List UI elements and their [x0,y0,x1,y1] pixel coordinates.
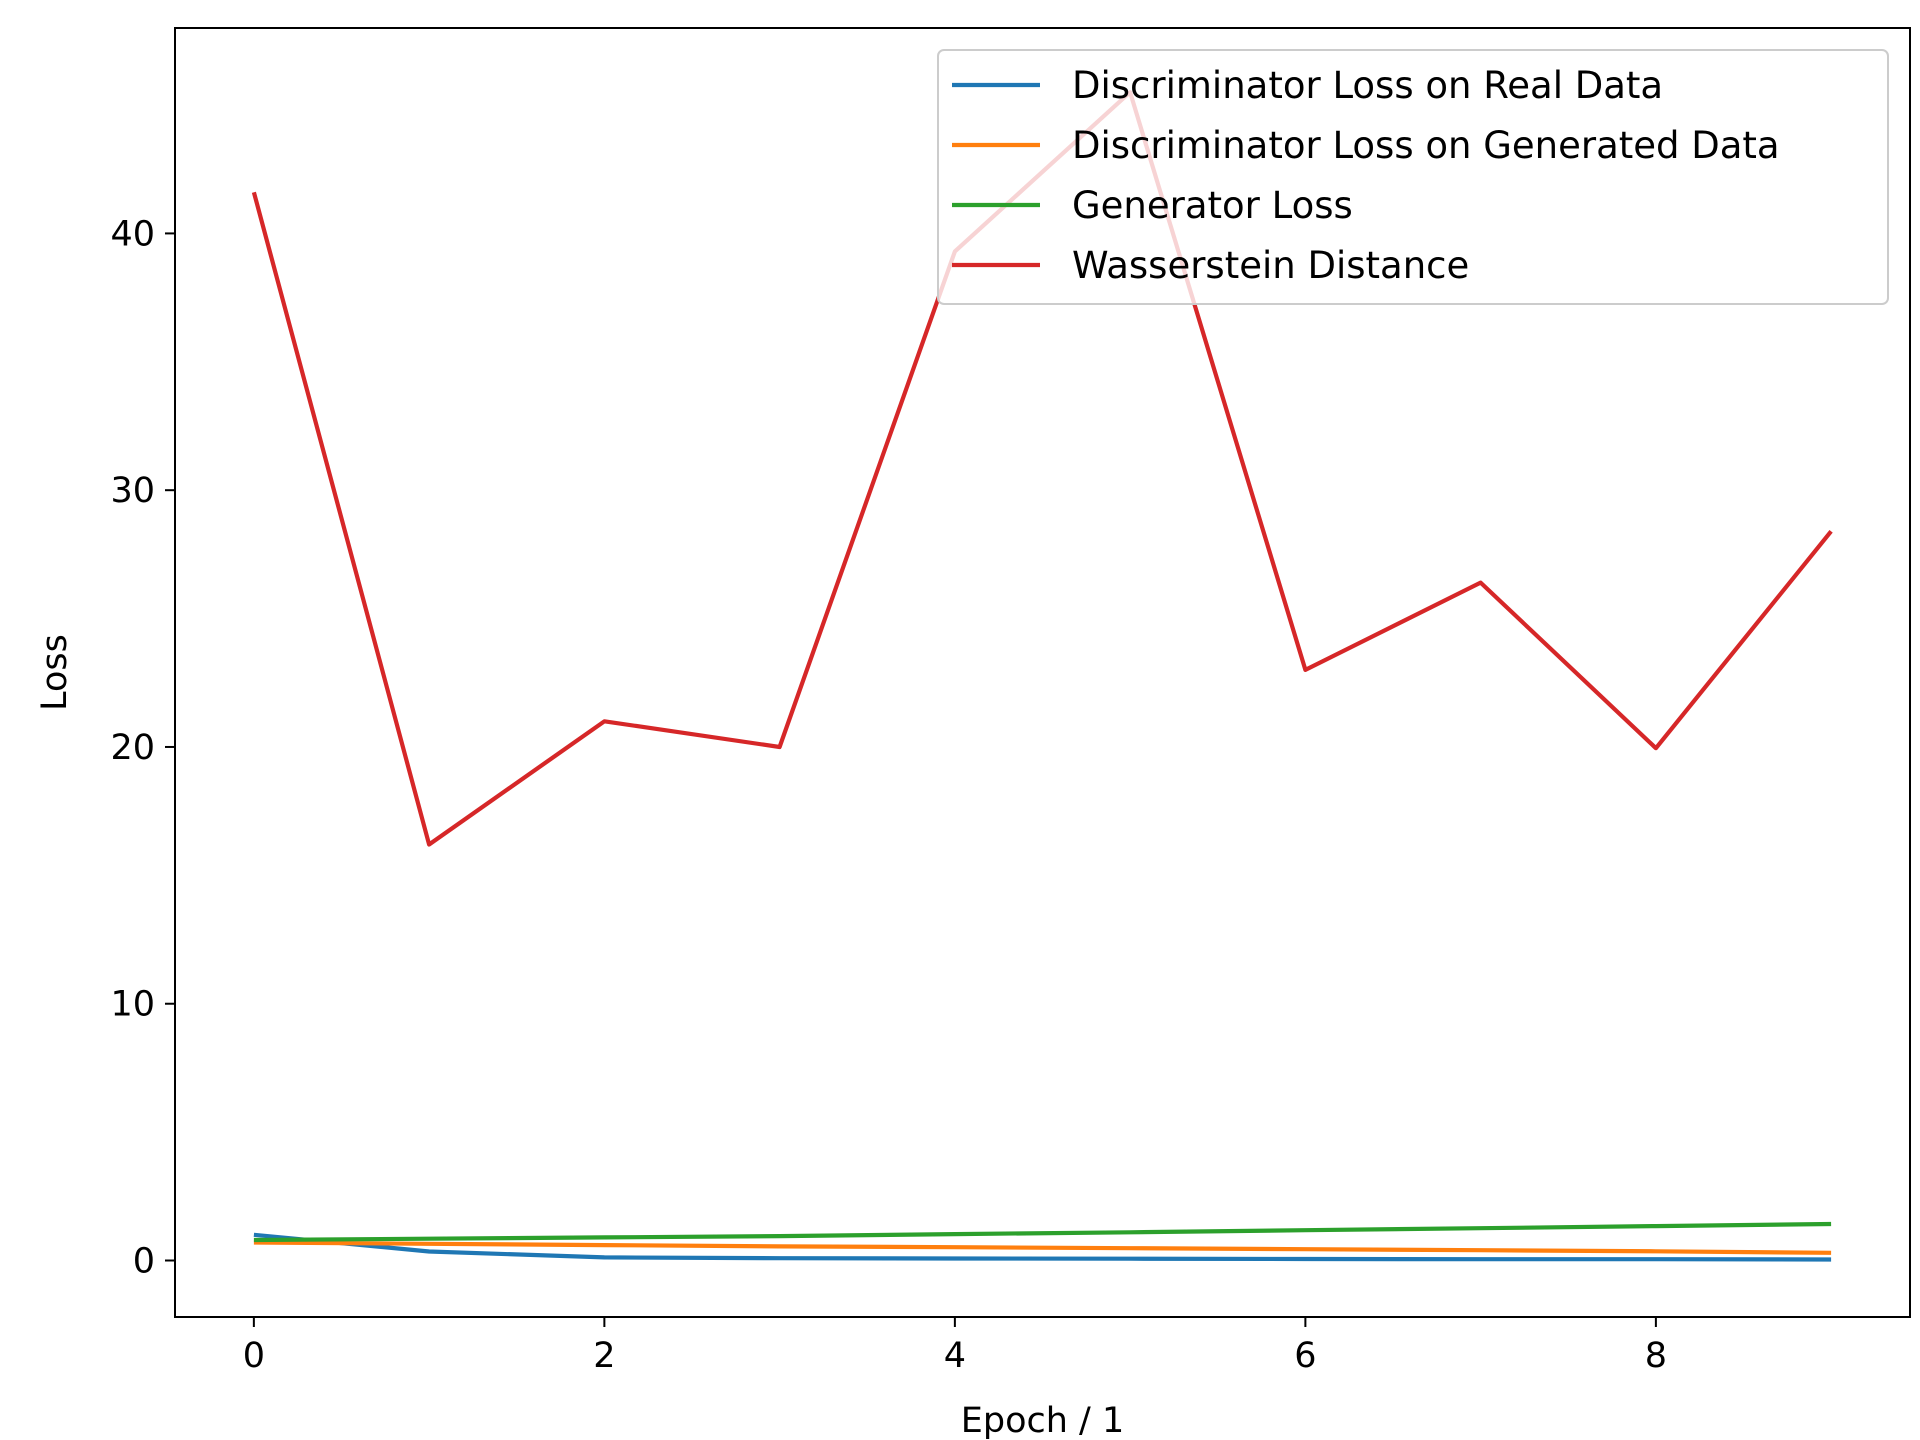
x-tick-label: 8 [1645,1336,1667,1376]
y-tick-label: 40 [110,214,155,254]
legend-box [937,49,1889,305]
legend-label-2: Discriminator Loss on Generated Data [1072,124,1780,167]
legend: Discriminator Loss on Real Data Discrimin… [937,49,1889,305]
x-tick-label: 6 [1294,1336,1316,1376]
legend-label-1: Discriminator Loss on Real Data [1072,64,1663,107]
series-line-1 [253,1232,1832,1262]
series-line-3 [253,1221,1832,1243]
y-tick-label: 10 [110,985,155,1025]
legend-label-4: Wasserstein Distance [1072,244,1469,287]
y-tick-label: 0 [133,1242,155,1282]
legend-label-3: Generator Loss [1072,184,1353,227]
x-tick-label: 2 [593,1336,615,1376]
series-line-2 [253,1240,1832,1255]
y-axis: 0 10 20 30 40 [110,214,175,1282]
y-tick-label: 20 [110,728,155,768]
plot-area-frame [174,27,1911,1318]
x-axis-label: Epoch / 1 [961,1401,1124,1440]
x-axis: 0 2 4 6 8 [243,1317,1667,1376]
x-tick-label: 0 [243,1336,265,1376]
x-tick-label: 4 [944,1336,966,1376]
y-axis-label: Loss [35,634,75,711]
y-tick-label: 30 [110,471,155,511]
